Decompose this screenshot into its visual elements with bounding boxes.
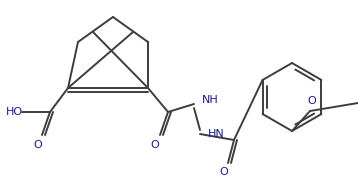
Text: O: O xyxy=(308,96,316,106)
Text: HN: HN xyxy=(208,129,225,139)
Text: O: O xyxy=(151,140,159,150)
Text: O: O xyxy=(219,167,228,177)
Text: HO: HO xyxy=(5,107,23,117)
Text: O: O xyxy=(34,140,42,150)
Text: NH: NH xyxy=(202,95,219,105)
